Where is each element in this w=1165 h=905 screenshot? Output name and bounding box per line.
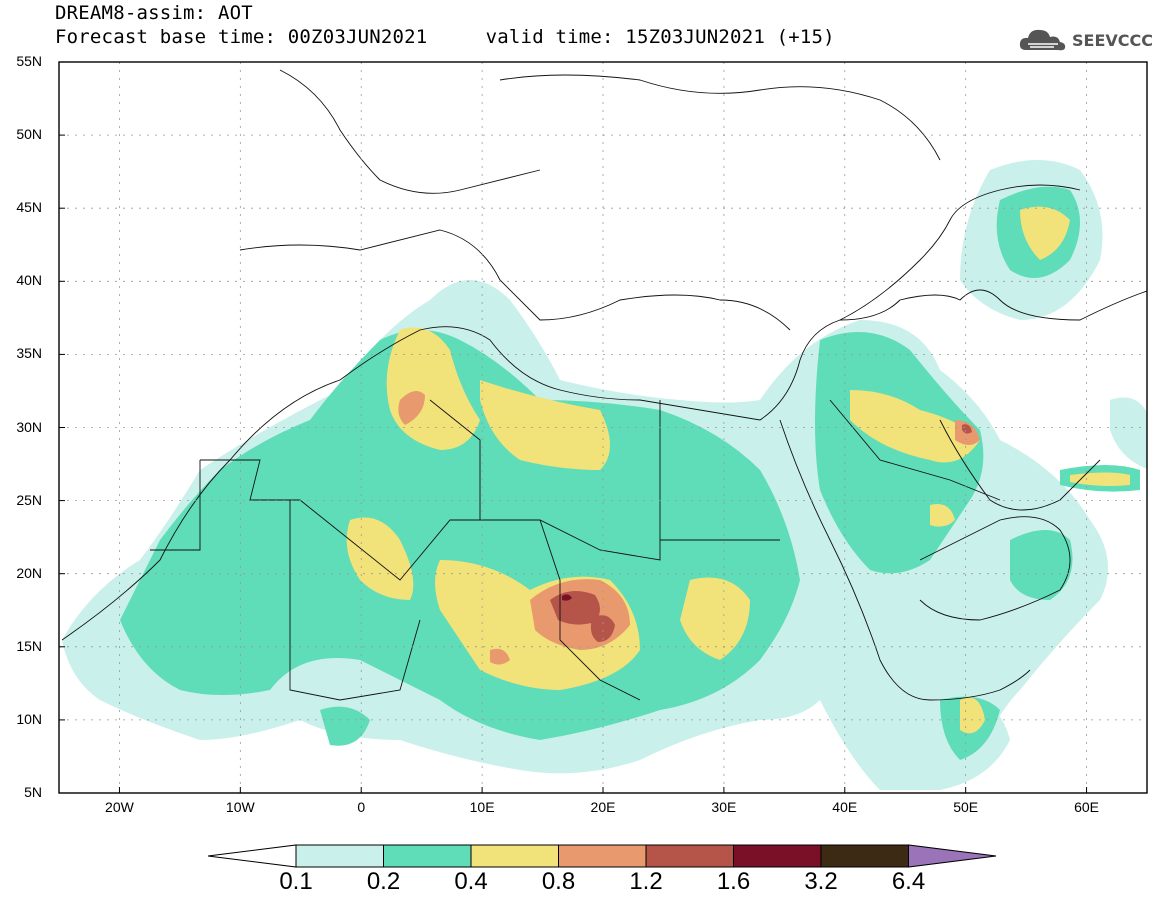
logo-text: SEEVCCC bbox=[1072, 30, 1153, 50]
axis-ticks bbox=[59, 61, 1088, 794]
lon-label: 40E bbox=[832, 799, 858, 815]
colorbar-level-label: 6.4 bbox=[891, 868, 926, 895]
lat-label: 35N bbox=[16, 345, 42, 362]
map-subtitle: Forecast base time: 00Z03JUN2021 valid t… bbox=[55, 26, 835, 48]
lon-label: 20E bbox=[590, 799, 616, 815]
colorbar-level-label: 0.1 bbox=[279, 868, 313, 895]
lon-label: 0 bbox=[357, 799, 366, 815]
colorbar-level-label: 1.2 bbox=[629, 868, 663, 895]
lon-label: 10E bbox=[469, 799, 495, 815]
map-title: DREAM8-assim: AOT bbox=[55, 2, 253, 24]
colorbar-cell bbox=[295, 844, 384, 868]
lat-label: 20N bbox=[16, 564, 42, 581]
colorbar-level-label: 0.4 bbox=[454, 868, 488, 895]
lon-label: 20W bbox=[105, 799, 134, 815]
lat-label: 25N bbox=[16, 491, 42, 508]
coastlines bbox=[61, 69, 1147, 701]
colorbar-level-label: 0.2 bbox=[366, 868, 401, 895]
lat-label: 50N bbox=[16, 126, 42, 143]
aot-contour-1.6 bbox=[562, 594, 572, 601]
colorbar-cell bbox=[820, 844, 909, 868]
colorbar-level-label: 0.8 bbox=[541, 868, 576, 895]
lon-label: 50E bbox=[953, 799, 979, 815]
lat-label: 30N bbox=[16, 418, 42, 435]
lat-label: 5N bbox=[24, 784, 42, 800]
colorbar-min-arrow bbox=[207, 844, 297, 868]
colorbar-level-label: 1.6 bbox=[716, 868, 751, 895]
lat-label: 15N bbox=[16, 637, 42, 654]
lon-label: 60E bbox=[1074, 799, 1099, 815]
cloud-icon bbox=[1019, 29, 1066, 51]
colorbar-cell bbox=[470, 844, 559, 868]
lon-label: 30E bbox=[711, 799, 737, 815]
colorbar-max-arrow bbox=[908, 844, 997, 868]
colorbar-level-label: 3.2 bbox=[804, 868, 838, 895]
colorbar-cell bbox=[733, 844, 822, 868]
colorbar-cell bbox=[645, 844, 734, 868]
colorbar-cell bbox=[558, 844, 647, 868]
lon-label: 10W bbox=[225, 799, 255, 815]
lat-label: 45N bbox=[16, 199, 42, 216]
seevccc-logo: SEEVCCC bbox=[1018, 26, 1153, 54]
colorbar-cell bbox=[383, 844, 472, 868]
lat-label: 40N bbox=[16, 272, 42, 289]
gridlines bbox=[59, 62, 1147, 793]
lat-label: 55N bbox=[16, 53, 42, 69]
lat-label: 10N bbox=[16, 710, 42, 727]
